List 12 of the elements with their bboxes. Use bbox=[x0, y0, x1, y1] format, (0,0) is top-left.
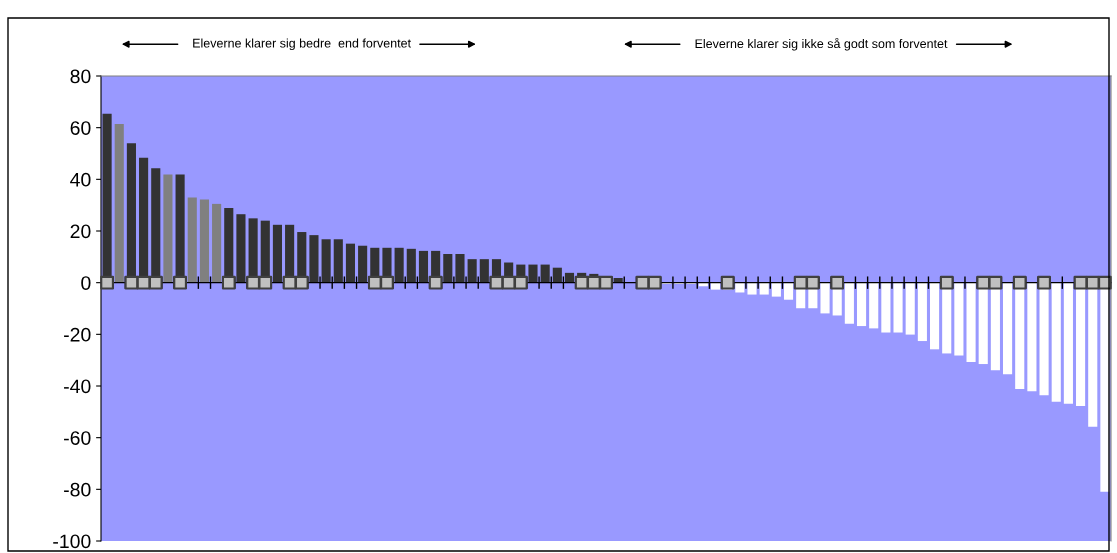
y-tick-label: -80 bbox=[64, 482, 91, 497]
y-tick-label: -100 bbox=[53, 534, 91, 549]
text: Eleverne klarer sig bedre end forventet bbox=[193, 38, 411, 51]
y-tick-label: -60 bbox=[64, 431, 91, 445]
y-tick-label: 80 bbox=[70, 69, 91, 84]
y-tick-label: 20 bbox=[70, 224, 91, 239]
y-tick-label: 40 bbox=[70, 172, 91, 187]
y-tick-label: 0 bbox=[81, 276, 91, 290]
text: Eleverne klarer sig ikke så godt som forventet bbox=[695, 37, 948, 51]
y-tick-label: 60 bbox=[70, 121, 91, 135]
y-tick-label: -40 bbox=[64, 379, 91, 394]
y-tick-label: -20 bbox=[64, 327, 91, 342]
